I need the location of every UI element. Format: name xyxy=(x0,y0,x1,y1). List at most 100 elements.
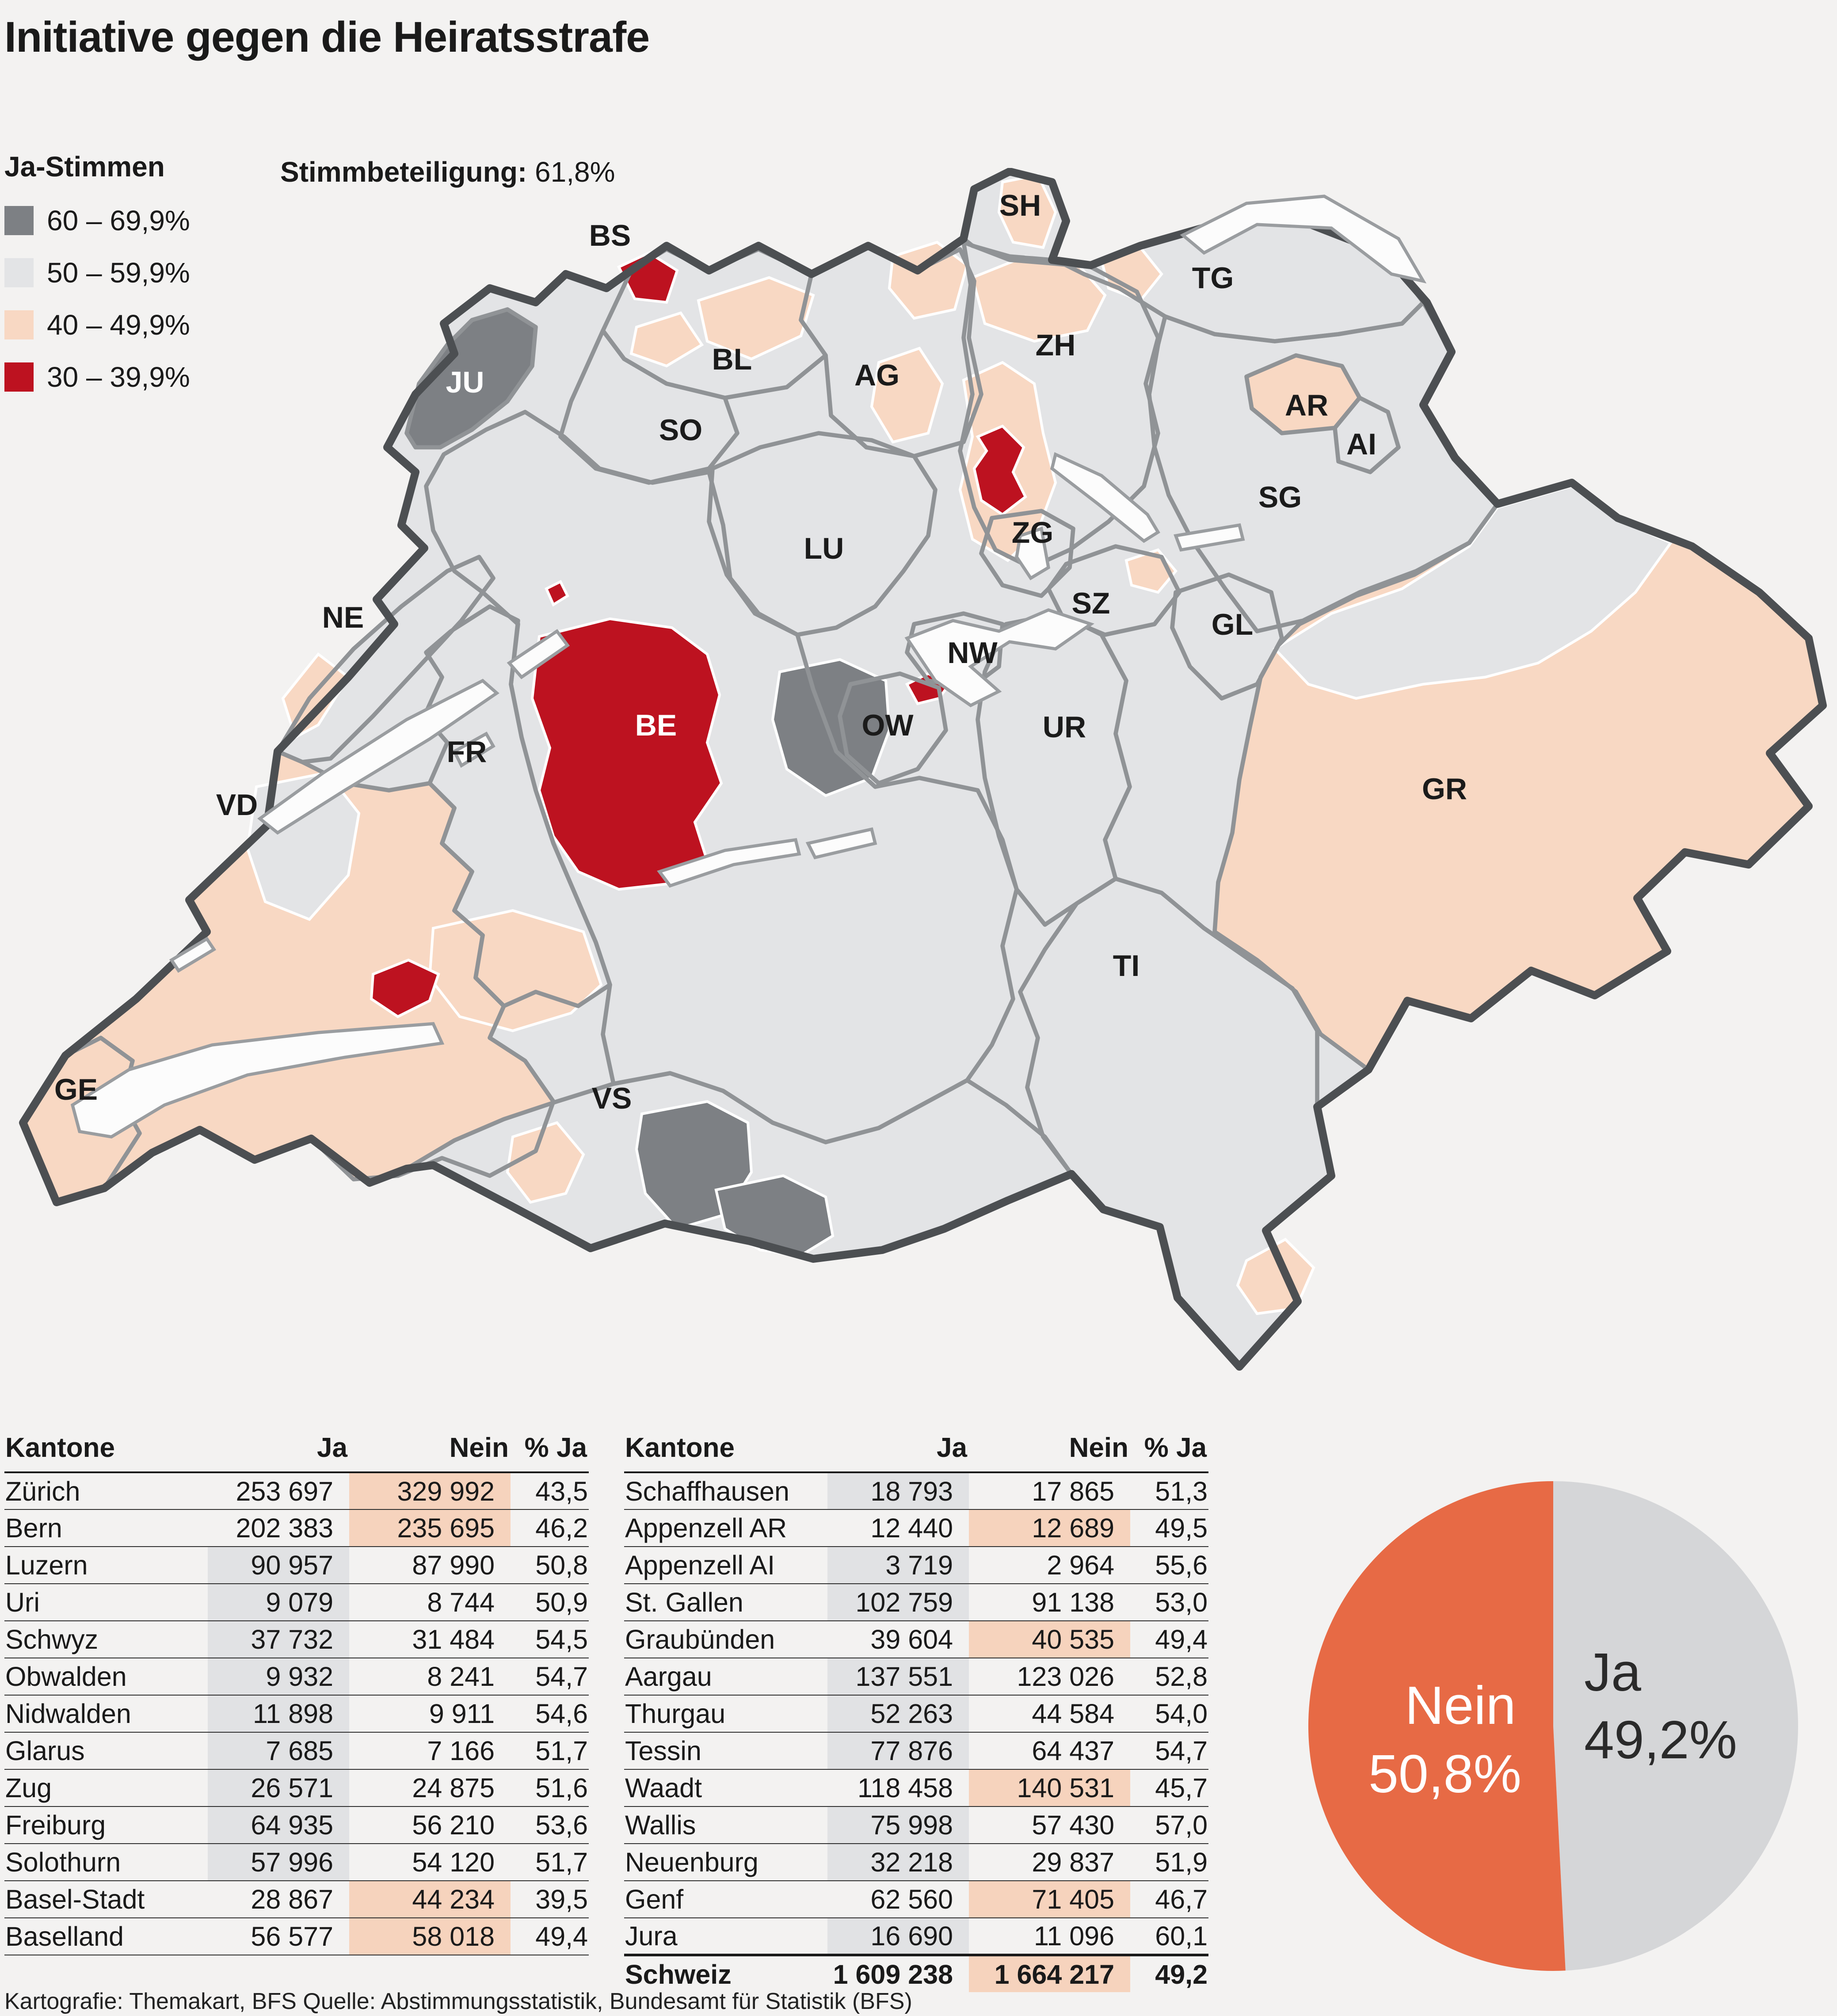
table-row: Basel-Stadt 28 867 44 234 39,5 xyxy=(4,1881,589,1918)
legend-title: Ja-Stimmen xyxy=(4,151,165,183)
lake-zug xyxy=(1015,526,1050,580)
cell-percent-ja: 39,5 xyxy=(511,1881,589,1918)
table-row: Tessin 77 876 64 437 54,7 xyxy=(624,1732,1208,1770)
table-row: Schaffhausen 18 793 17 865 51,3 xyxy=(624,1472,1208,1510)
cell-ja: 118 458 xyxy=(827,1769,969,1807)
cell-ja: 62 560 xyxy=(827,1881,969,1918)
table-row: Wallis 75 998 57 430 57,0 xyxy=(624,1806,1208,1844)
map-label-AR: AR xyxy=(1285,389,1328,422)
country-outline xyxy=(19,168,1827,1371)
table-row: Waadt 118 458 140 531 45,7 xyxy=(624,1769,1208,1807)
canton-JU xyxy=(407,309,536,447)
source-attribution: Kartografie: Themakart, BFS Quelle: Abst… xyxy=(4,1989,912,2014)
canton-SG xyxy=(1149,302,1498,631)
table-row: Glarus 7 685 7 166 51,7 xyxy=(4,1732,589,1770)
cell-ja: 102 759 xyxy=(827,1584,969,1621)
cell-canton: Nidwalden xyxy=(4,1695,208,1733)
cell-ja: 52 263 xyxy=(827,1695,969,1733)
cell-percent-ja: 54,6 xyxy=(511,1695,589,1733)
lake-lucerne xyxy=(904,608,1094,708)
cell-ja: 64 935 xyxy=(208,1806,349,1844)
turnout: Stimmbeteiligung: 61,8% xyxy=(280,156,615,188)
table-body-left: Zürich 253 697 329 992 43,5 Bern 202 383 235 6… xyxy=(4,1472,589,1955)
cell-percent-ja: 51,7 xyxy=(511,1844,589,1881)
district-zuerich-city-red xyxy=(972,424,1027,516)
col-header-ja: Ja xyxy=(208,1432,349,1473)
cell-percent-ja: 51,3 xyxy=(1130,1472,1208,1510)
map-label-NW: NW xyxy=(947,636,998,670)
map-label-OW: OW xyxy=(861,709,914,742)
district-grenchen-red xyxy=(545,579,569,607)
cell-ja: 9 932 xyxy=(208,1658,349,1696)
cell-percent-ja: 43,5 xyxy=(511,1472,589,1510)
cell-percent-ja: 54,7 xyxy=(1130,1732,1208,1770)
table-row: Nidwalden 11 898 9 911 54,6 xyxy=(4,1695,589,1733)
cell-ja: 202 383 xyxy=(208,1509,349,1547)
map-legend: Ja-Stimmen 60 – 69,9% 50 – 59,9% 40 – 49… xyxy=(4,150,278,393)
cell-percent-ja: 53,6 xyxy=(511,1806,589,1844)
legend-item-50-59: 50 – 59,9% xyxy=(4,257,278,289)
cell-percent-ja: 49,4 xyxy=(511,1918,589,1955)
map-label-FR: FR xyxy=(447,735,487,769)
cell-canton: Thurgau xyxy=(624,1695,827,1733)
cell-percent-ja: 51,6 xyxy=(511,1769,589,1807)
table-row: Appenzell AI 3 719 2 964 55,6 xyxy=(624,1547,1208,1584)
table-row: Baselland 56 577 58 018 49,4 xyxy=(4,1918,589,1955)
cell-canton: Obwalden xyxy=(4,1658,208,1696)
table-row: Neuenburg 32 218 29 837 51,9 xyxy=(624,1844,1208,1881)
map-label-TI: TI xyxy=(1113,949,1140,983)
table-row: Freiburg 64 935 56 210 53,6 xyxy=(4,1806,589,1844)
map-label-GL: GL xyxy=(1212,608,1253,641)
cell-percent-ja: 60,1 xyxy=(1130,1918,1208,1955)
col-header-pja: % Ja xyxy=(511,1432,589,1473)
legend-item-60-69: 60 – 69,9% xyxy=(4,205,278,236)
cell-nein: 64 437 xyxy=(969,1732,1130,1770)
cell-nein: 17 865 xyxy=(969,1472,1130,1510)
cell-nein: 123 026 xyxy=(969,1658,1130,1696)
pie-value-ja: 49,2% xyxy=(1584,1710,1737,1770)
cell-ja: 28 867 xyxy=(208,1881,349,1918)
cell-ja: 77 876 xyxy=(827,1732,969,1770)
lake-walen xyxy=(1174,523,1245,552)
cell-nein: 8 744 xyxy=(349,1584,511,1621)
cell-canton: Baselland xyxy=(4,1918,208,1955)
cell-canton: Zürich xyxy=(4,1472,208,1510)
district-laufental-peach xyxy=(629,311,704,368)
table-header-row: Kantone Ja Nein % Ja xyxy=(4,1432,589,1473)
map-label-GR: GR xyxy=(1422,772,1467,806)
cell-canton: Wallis xyxy=(624,1806,827,1844)
lake-neuchatel xyxy=(257,678,499,835)
lake-biel xyxy=(507,629,570,679)
cell-ja: 26 571 xyxy=(208,1769,349,1807)
switzerland-choropleth-map: SH BS TG ZH BL AG AR AI JU SO SG ZG LU S… xyxy=(19,168,1827,1371)
canton-labels: SH BS TG ZH BL AG AR AI JU SO SG ZG LU S… xyxy=(54,189,1467,1115)
cell-nein: 58 018 xyxy=(349,1918,511,1955)
cell-nein: 44 234 xyxy=(349,1881,511,1918)
cell-canton: Zug xyxy=(4,1769,208,1807)
table-row: Jura 16 690 11 096 60,1 xyxy=(624,1918,1208,1955)
cell-ja: 18 793 xyxy=(827,1472,969,1510)
cell-canton: Freiburg xyxy=(4,1806,208,1844)
cell-canton: Bern xyxy=(4,1509,208,1547)
cell-percent-ja: 45,7 xyxy=(1130,1769,1208,1807)
cell-percent-ja: 49,2 xyxy=(1130,1954,1208,1992)
district-vs-west-peach xyxy=(506,1121,585,1204)
district-ag-north-peach xyxy=(888,240,969,320)
cell-nein: 9 911 xyxy=(349,1695,511,1733)
map-label-BL: BL xyxy=(712,343,752,376)
cell-ja: 90 957 xyxy=(208,1547,349,1584)
cell-ja: 57 996 xyxy=(208,1844,349,1881)
map-label-AI: AI xyxy=(1346,427,1376,461)
cell-percent-ja: 54,5 xyxy=(511,1621,589,1658)
cell-percent-ja: 51,7 xyxy=(511,1732,589,1770)
map-label-SH: SH xyxy=(999,189,1041,222)
cell-percent-ja: 46,2 xyxy=(511,1509,589,1547)
cell-canton: Luzern xyxy=(4,1547,208,1584)
cell-percent-ja: 50,9 xyxy=(511,1584,589,1621)
cell-canton: Schwyz xyxy=(4,1621,208,1658)
col-header-kantone: Kantone xyxy=(624,1432,827,1473)
cell-ja: 75 998 xyxy=(827,1806,969,1844)
cell-percent-ja: 54,7 xyxy=(511,1658,589,1696)
map-label-JU: JU xyxy=(446,366,484,399)
map-label-LU: LU xyxy=(804,532,844,565)
